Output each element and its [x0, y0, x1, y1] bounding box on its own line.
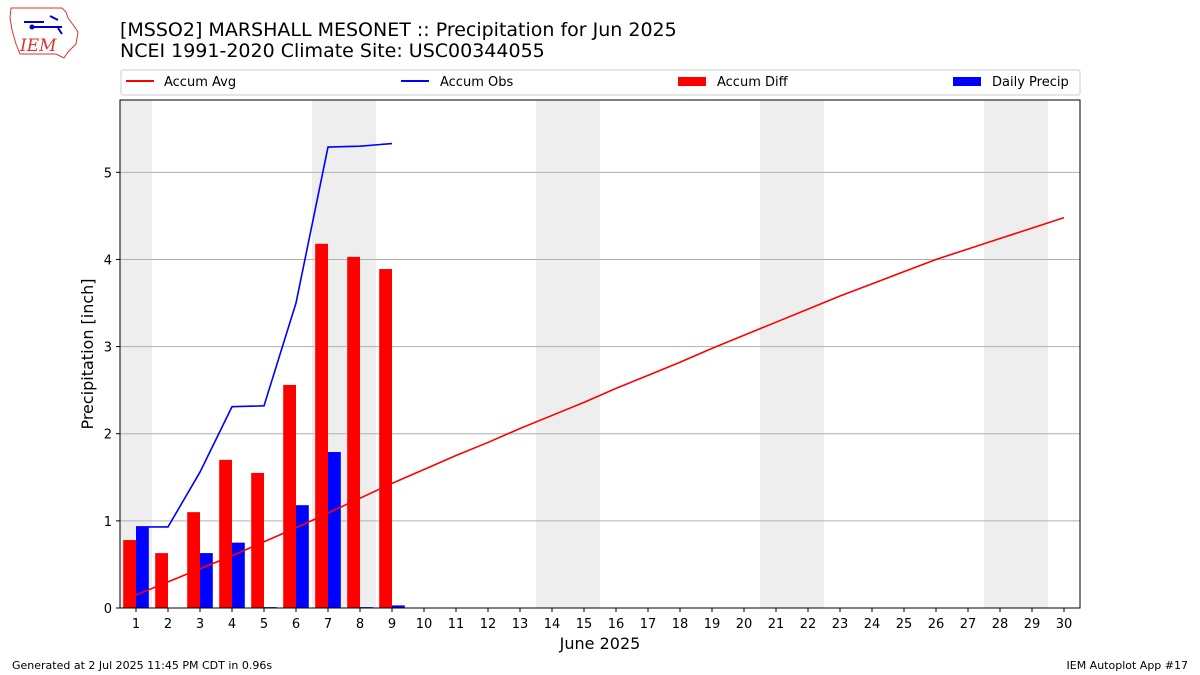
x-tick-label-9: 9	[388, 617, 396, 632]
weekend-band-15	[568, 100, 600, 608]
accum-diff-bars	[123, 243, 392, 608]
weekend-band-29	[1016, 100, 1048, 608]
y-axis-ticks: 0 1 2 3 4 5	[104, 166, 120, 617]
weekend-band-14	[536, 100, 568, 608]
accum-obs-line	[136, 142, 393, 528]
x-tick-label-6: 6	[292, 617, 300, 632]
daily-precip-bar-6	[296, 505, 309, 608]
x-tick-label-4: 4	[228, 617, 236, 632]
chart-title: [MSSO2] MARSHALL MESONET :: Precipitatio…	[120, 19, 677, 41]
weekend-band-28	[984, 100, 1016, 608]
x-tick-label-11: 11	[448, 617, 465, 632]
x-tick-label-15: 15	[576, 617, 593, 632]
x-tick-label-10: 10	[416, 617, 433, 632]
legend-label-accum-obs: Accum Obs	[440, 75, 513, 90]
x-tick-label-2: 2	[164, 617, 172, 632]
x-tick-label-29: 29	[1024, 617, 1041, 632]
footer-generated: Generated at 2 Jul 2025 11:45 PM CDT in …	[12, 659, 273, 672]
y-tick-label-2: 2	[104, 428, 112, 443]
x-tick-label-24: 24	[864, 617, 881, 632]
accum-diff-bar-8	[347, 256, 360, 608]
y-tick-label-1: 1	[104, 515, 112, 530]
weekend-band-1	[120, 100, 152, 608]
y-axis-label: Precipitation [inch]	[78, 278, 97, 429]
x-tick-label-26: 26	[928, 617, 945, 632]
x-tick-label-5: 5	[260, 617, 268, 632]
x-tick-label-17: 17	[640, 617, 657, 632]
series-lines	[135, 142, 1065, 596]
daily-precip-bar-4	[232, 542, 245, 608]
y-tick-label-3: 3	[104, 341, 112, 356]
chart-subtitle: NCEI 1991-2020 Climate Site: USC00344055	[120, 40, 545, 62]
x-tick-label-19: 19	[704, 617, 721, 632]
x-tick-label-18: 18	[672, 617, 689, 632]
iem-logo: IEM	[9, 7, 79, 59]
legend: Accum Avg Accum Obs Accum Diff Daily Pre…	[120, 69, 1081, 96]
y-tick-label-0: 0	[104, 602, 112, 617]
x-axis-ticks: 1 2 3 4 5 6 7 8 9 10 11 12 13 14 15 16 17 18 19 20 21 22 23 24 2…	[132, 608, 1072, 632]
weekend-shading	[120, 100, 1048, 608]
legend-swatch-daily-precip	[953, 77, 981, 86]
daily-precip-bars	[136, 452, 405, 608]
daily-precip-bar-1	[136, 526, 149, 608]
accum-avg-line	[135, 216, 1065, 596]
daily-precip-bar-3	[200, 553, 213, 608]
plot-frame	[119, 99, 1081, 609]
accum-diff-bar-6	[283, 384, 296, 608]
legend-label-accum-avg: Accum Avg	[164, 75, 236, 90]
accum-diff-bar-5	[251, 472, 264, 608]
x-tick-label-23: 23	[832, 617, 849, 632]
x-tick-label-16: 16	[608, 617, 625, 632]
footer-app-id: IEM Autoplot App #17	[1066, 659, 1189, 672]
x-tick-label-14: 14	[544, 617, 561, 632]
x-tick-label-25: 25	[896, 617, 913, 632]
accum-diff-bar-4	[219, 459, 232, 608]
x-tick-label-7: 7	[324, 617, 332, 632]
legend-label-daily-precip: Daily Precip	[992, 75, 1069, 90]
x-tick-label-30: 30	[1056, 617, 1073, 632]
x-axis-label: June 2025	[559, 634, 641, 653]
legend-frame	[120, 69, 1081, 96]
y-gridlines	[120, 171, 1080, 522]
accum-diff-bar-2	[155, 553, 168, 608]
x-tick-label-1: 1	[132, 617, 140, 632]
legend-swatch-accum-diff	[678, 77, 706, 86]
x-tick-label-3: 3	[196, 617, 204, 632]
x-tick-label-8: 8	[356, 617, 364, 632]
x-tick-label-20: 20	[736, 617, 753, 632]
daily-precip-bar-9	[392, 605, 405, 608]
x-tick-label-27: 27	[960, 617, 977, 632]
accum-diff-bar-1	[123, 540, 136, 608]
x-tick-label-28: 28	[992, 617, 1009, 632]
y-tick-label-4: 4	[104, 253, 112, 268]
y-tick-label-5: 5	[104, 166, 112, 181]
daily-precip-bar-7	[328, 452, 341, 608]
x-tick-label-12: 12	[480, 617, 497, 632]
legend-label-accum-diff: Accum Diff	[717, 75, 789, 90]
x-tick-label-22: 22	[800, 617, 817, 632]
accum-diff-bar-9	[379, 269, 392, 608]
accum-diff-bar-7	[315, 243, 328, 608]
logo-text: IEM	[19, 36, 57, 56]
x-tick-label-21: 21	[768, 617, 785, 632]
accum-diff-bar-3	[187, 512, 200, 608]
weekend-band-22	[792, 100, 824, 608]
weekend-band-21	[760, 100, 792, 608]
x-tick-label-13: 13	[512, 617, 529, 632]
